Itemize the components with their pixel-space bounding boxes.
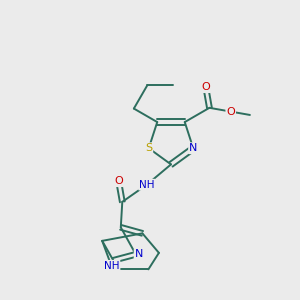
Text: S: S	[145, 143, 152, 153]
Text: O: O	[226, 106, 235, 117]
Text: O: O	[201, 82, 210, 92]
Text: N: N	[189, 143, 197, 153]
Text: NH: NH	[139, 180, 154, 190]
Text: N: N	[135, 249, 143, 260]
Text: O: O	[114, 176, 123, 186]
Text: NH: NH	[104, 261, 119, 271]
